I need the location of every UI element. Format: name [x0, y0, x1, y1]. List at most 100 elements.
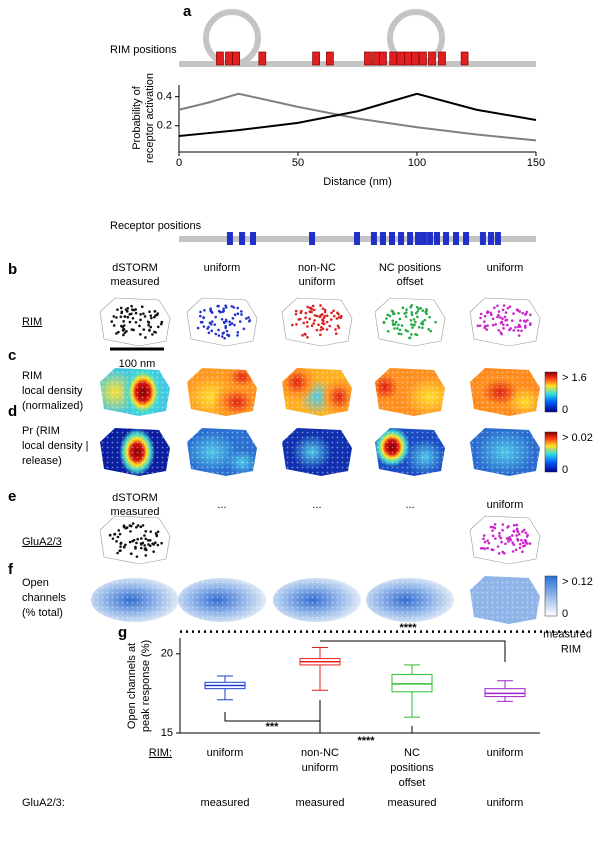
column-header: uniform — [487, 499, 524, 511]
localization — [126, 307, 130, 310]
localization — [479, 316, 482, 320]
localization — [129, 530, 132, 533]
localization — [482, 534, 486, 537]
localization — [110, 320, 114, 323]
cluster-outline — [469, 297, 541, 347]
rim-position — [428, 51, 436, 66]
localization — [160, 322, 163, 326]
x-tick-label: uniform — [207, 747, 244, 759]
localization — [497, 310, 501, 313]
localization — [515, 534, 518, 537]
localization — [231, 316, 235, 320]
localization — [336, 324, 340, 328]
localization — [150, 316, 153, 320]
localization — [512, 543, 516, 546]
rim-position — [326, 51, 334, 66]
localization — [529, 313, 532, 317]
localization — [142, 312, 145, 315]
row-label: Open — [22, 577, 49, 589]
x-tick-label: non-NC — [301, 747, 339, 759]
localization — [214, 315, 217, 319]
localization — [146, 539, 150, 542]
localization — [131, 316, 135, 320]
localization — [391, 322, 395, 325]
localization — [491, 323, 495, 327]
localization — [483, 320, 486, 323]
localization — [115, 316, 118, 319]
localization — [419, 306, 423, 310]
localization — [294, 309, 298, 313]
localization — [217, 309, 221, 313]
localization — [139, 313, 142, 316]
localization — [224, 320, 228, 323]
localization — [392, 312, 395, 316]
column-header: ... — [405, 499, 414, 511]
open-channel-grid — [91, 578, 179, 622]
significance: *** — [266, 721, 280, 733]
localization — [421, 320, 424, 323]
receptor-position — [488, 232, 495, 245]
localization — [514, 326, 517, 329]
localization — [153, 310, 157, 313]
localization — [526, 319, 529, 322]
bracket — [320, 640, 506, 662]
localization — [217, 304, 220, 308]
localization — [154, 541, 157, 544]
localization — [496, 545, 500, 548]
localization — [306, 325, 309, 328]
localization — [136, 537, 139, 541]
localization — [322, 322, 326, 326]
localization — [135, 541, 138, 545]
localization — [498, 531, 501, 535]
heatmap-grid — [100, 368, 170, 416]
localization — [225, 329, 229, 333]
localization — [504, 311, 508, 314]
panel-label: d — [8, 403, 17, 420]
localization — [410, 323, 413, 326]
localization — [236, 331, 240, 334]
localization — [421, 326, 424, 329]
localization — [315, 314, 319, 318]
localization — [320, 325, 323, 329]
localization — [313, 314, 317, 317]
localization — [236, 306, 239, 310]
localization — [524, 531, 528, 535]
localization — [515, 527, 519, 531]
localization — [496, 304, 499, 308]
localization — [334, 332, 338, 336]
localization — [393, 327, 396, 330]
localization — [156, 325, 160, 329]
row-label: RIM — [22, 370, 42, 382]
line-series — [178, 92, 537, 142]
localization — [521, 550, 524, 554]
localization — [121, 329, 125, 332]
receptor-position — [354, 232, 361, 245]
localization — [489, 525, 493, 529]
localization — [494, 537, 497, 540]
localization — [139, 318, 142, 322]
localization — [135, 555, 139, 558]
column-header: ... — [217, 499, 226, 511]
localization — [222, 307, 225, 311]
localization — [128, 540, 132, 544]
localization — [131, 522, 135, 525]
localization — [393, 323, 397, 326]
column-header: measured — [111, 276, 160, 288]
localization — [310, 307, 314, 311]
localization — [236, 312, 240, 316]
localization — [304, 311, 308, 315]
row-label: GluA2/3 — [22, 536, 62, 548]
localization — [511, 550, 515, 553]
localization — [493, 523, 497, 526]
localization — [144, 537, 148, 541]
localization — [305, 320, 309, 324]
localization — [520, 538, 523, 542]
cluster-outline — [374, 297, 446, 347]
localization — [490, 313, 493, 317]
localization — [421, 309, 425, 312]
row-label: GluA2/3: — [22, 797, 65, 809]
heatmap-grid — [100, 428, 170, 476]
localization — [503, 315, 507, 319]
localization — [399, 332, 403, 336]
rim-position — [225, 51, 233, 66]
